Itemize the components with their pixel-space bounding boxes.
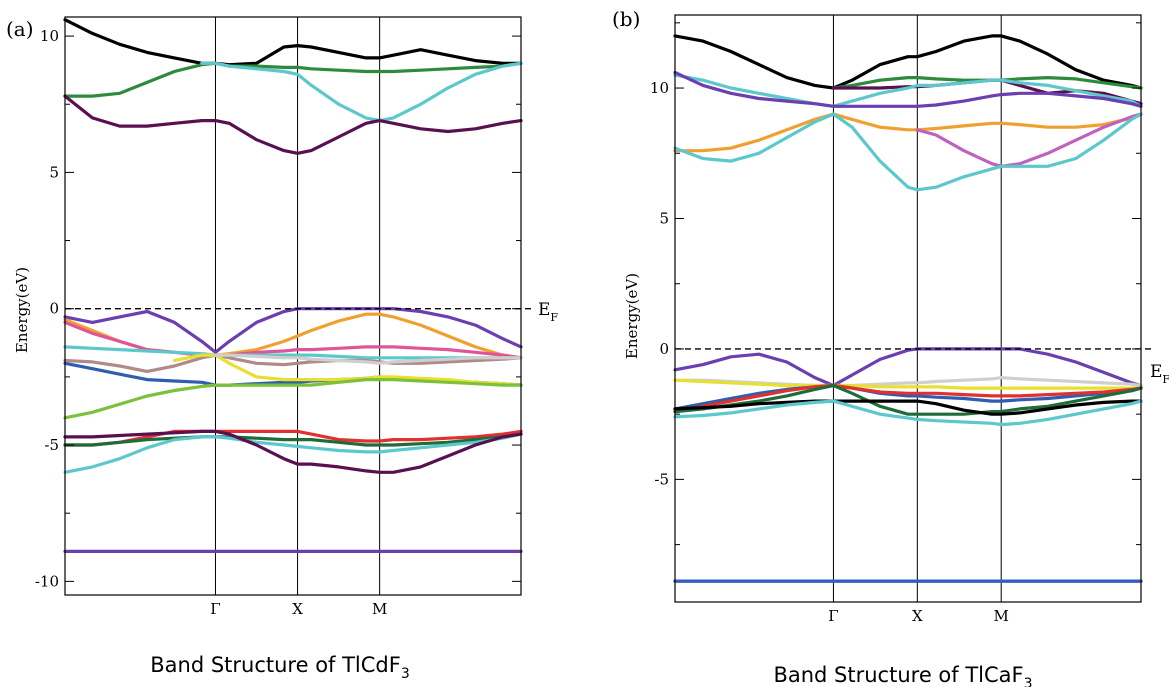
panel-a-ytick-label: -5 [44, 436, 59, 454]
panel-a-ytick-label: -10 [35, 572, 59, 590]
panel-b-band-12 [673, 383, 1143, 414]
panel-b-band-5 [673, 112, 1143, 153]
panel-b-band-15 [673, 399, 1143, 427]
panel-b-band-13 [673, 383, 1143, 416]
panel-a-band-7 [63, 345, 523, 360]
panel-b-band-6 [915, 112, 1143, 168]
panel-b-band-4 [673, 70, 1143, 108]
panel-b-ytick-label: 5 [659, 209, 669, 227]
panel-b-kpoint-label: Γ [828, 607, 838, 625]
panel-a-kpoint-label: M [372, 600, 387, 618]
panel-a-band-0 [63, 18, 523, 67]
panel-a-band-11 [213, 353, 523, 365]
panel-a-band-6 [63, 320, 523, 360]
panel-a-band-15 [63, 432, 523, 474]
panel-b-ylabel: Energy(eV) [623, 273, 641, 359]
panel-a-band-1 [63, 61, 523, 98]
panel-b-kpoint-label: X [912, 607, 923, 625]
panel-b-kpoint-label: M [994, 607, 1009, 625]
panel-a-kpoint-label: Γ [210, 600, 220, 618]
panel-a-band-14 [63, 432, 523, 447]
panel-a-band-3 [63, 94, 523, 155]
panel-a-ytick-label: 0 [49, 300, 59, 318]
panel-a-ytick-label: 10 [40, 27, 59, 45]
panel-b-band-14 [673, 399, 1143, 416]
panel-b-band-10 [673, 378, 1143, 390]
panel-a-band-2 [200, 61, 523, 123]
panel-a-kpoint-label: X [292, 600, 303, 618]
panel-b-fermi-label: EF [1150, 362, 1169, 386]
panel-b-caption: Band Structure of TlCaF3 [773, 663, 1032, 687]
panel-b-band-3 [673, 73, 1143, 108]
panel-b-band-7 [673, 112, 1143, 192]
panel-a-ytick-label: 5 [49, 163, 59, 181]
panel-a-ylabel: Energy(eV) [13, 267, 31, 353]
panel-b-ytick-label: -5 [654, 470, 669, 488]
panel-b: (b) Energy(eV) EF Band Structure of TlCa… [612, 7, 1169, 687]
panel-b-band-0 [673, 34, 1143, 90]
panel-b-band-11 [673, 383, 1143, 411]
panel-b-ytick-label: 10 [650, 79, 669, 97]
panel-a-band-9 [63, 353, 523, 373]
panel-a: (a) Energy(eV) EF Band Structure of TlCd… [6, 16, 558, 682]
panel-a-band-10 [172, 353, 523, 387]
panel-b-ytick-label: 0 [659, 340, 669, 358]
panel-a-caption: Band Structure of TlCdF3 [150, 653, 410, 682]
panel-a-label: (a) [6, 17, 34, 41]
panel-a-band-12 [63, 378, 523, 420]
panel-a-band-16 [63, 429, 523, 474]
panel-b-plot-frame [674, 14, 1142, 603]
panel-a-plot-frame [64, 16, 522, 596]
panel-b-label: (b) [612, 7, 640, 31]
panel-a-fermi-label: EF [538, 300, 558, 324]
